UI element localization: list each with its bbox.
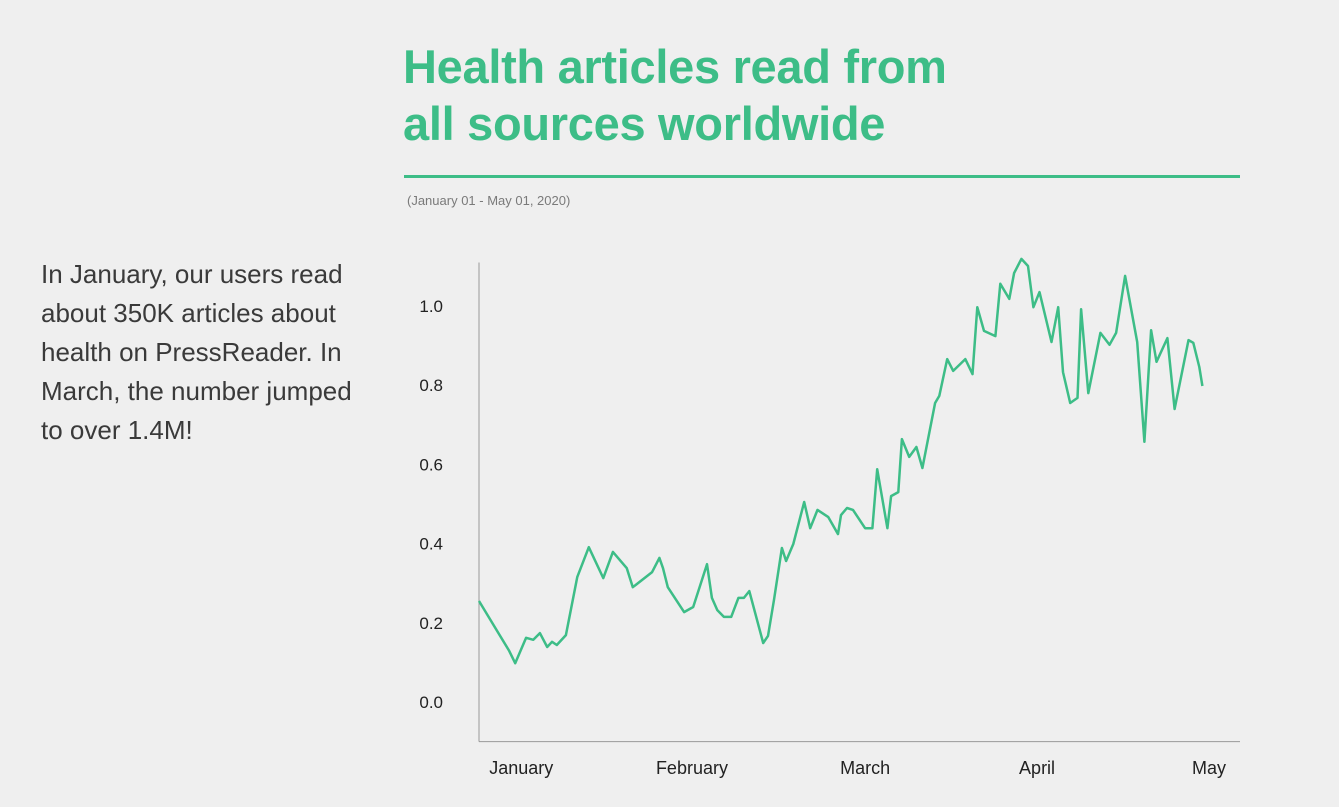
title-divider (404, 175, 1240, 178)
chart-title: Health articles read from all sources wor… (403, 38, 947, 152)
title-line-2: all sources worldwide (403, 97, 886, 150)
y-tick-label: 0.4 (419, 535, 443, 554)
x-tick-label: March (840, 758, 890, 778)
y-tick-label: 0.6 (419, 455, 443, 474)
title-line-1: Health articles read from (403, 40, 947, 93)
x-tick-label: May (1192, 758, 1226, 778)
x-tick-label: February (656, 758, 728, 778)
x-tick-label: April (1019, 758, 1055, 778)
y-tick-label: 0.2 (419, 614, 443, 633)
y-tick-label: 0.8 (419, 376, 443, 395)
date-range-subtitle: (January 01 - May 01, 2020) (407, 193, 571, 208)
y-tick-label: 0.0 (419, 693, 443, 712)
x-tick-label: January (489, 758, 553, 778)
y-tick-label: 1.0 (419, 297, 443, 316)
summary-text: In January, our users read about 350K ar… (41, 259, 352, 445)
series-line (477, 257, 1204, 665)
